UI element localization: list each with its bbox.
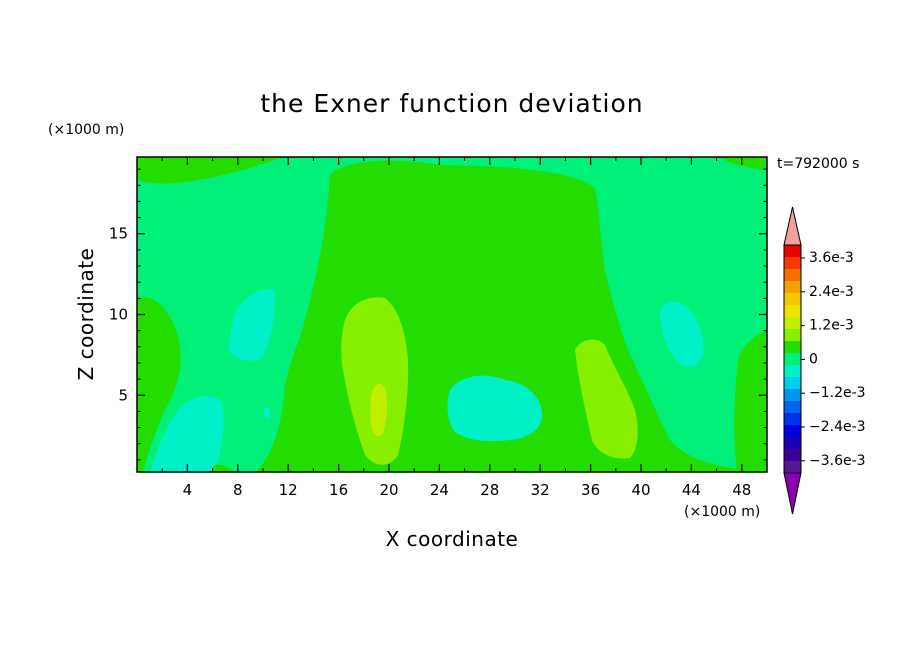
colorbar-label: 0	[809, 351, 818, 367]
x-unit-label: (×1000 m)	[684, 504, 760, 520]
colorbar-under-triangle	[783, 472, 802, 515]
y-axis-label: Z coordinate	[74, 248, 98, 381]
field-mid-positive-19	[341, 297, 409, 465]
colorbar-label: 3.6e-3	[809, 250, 854, 266]
y-tick-label: 15	[109, 225, 128, 243]
x-tick-label: 20	[379, 481, 398, 499]
colorbar-level	[784, 461, 801, 473]
colorbar-level	[784, 413, 801, 425]
y-tick-label: 5	[118, 386, 128, 404]
field-upper-left-negative	[228, 289, 276, 361]
x-tick-label: 36	[581, 481, 600, 499]
field-negative-44	[660, 301, 704, 367]
field-left-pocket-negative	[150, 396, 224, 472]
y-tick-label: 10	[109, 306, 128, 324]
colorbar-level	[784, 449, 801, 461]
plot-area	[137, 157, 767, 472]
x-tick-label: 28	[480, 481, 499, 499]
colorbar-level	[784, 305, 801, 317]
chart-title: the Exner function deviation	[260, 89, 643, 118]
colorbar: 3.6e-3 2.4e-3 1.2e-3 0 −1.2e-3 −2.4e-3 −3.6e-3	[783, 206, 866, 515]
colorbar-level	[784, 437, 801, 449]
colorbar-label: −1.2e-3	[809, 385, 866, 401]
x-axis-label: X coordinate	[386, 527, 519, 551]
field-small-negative	[263, 407, 270, 419]
x-tick-label: 12	[279, 481, 298, 499]
colorbar-level	[784, 365, 801, 377]
y-unit-label: (×1000 m)	[48, 122, 124, 138]
colorbar-level	[784, 389, 801, 401]
field-mid-positive-36	[575, 339, 638, 459]
x-tick-label: 32	[531, 481, 550, 499]
x-tick-label: 48	[732, 481, 751, 499]
x-tick-label: 4	[183, 481, 193, 499]
x-tick-label: 16	[329, 481, 348, 499]
x-tick-label: 44	[682, 481, 701, 499]
colorbar-level	[784, 377, 801, 389]
x-tick-label: 24	[430, 481, 449, 499]
colorbar-label: 1.2e-3	[809, 318, 854, 334]
colorbar-level	[784, 293, 801, 305]
y-ticks: 5 10 15	[109, 168, 767, 461]
x-tick-label: 8	[233, 481, 243, 499]
colorbar-level	[784, 341, 801, 353]
colorbar-level	[784, 425, 801, 437]
field-left-edge-positive	[137, 297, 181, 472]
colorbar-label: −3.6e-3	[809, 453, 866, 469]
colorbar-label: 2.4e-3	[809, 284, 854, 300]
field-top-left-positive	[137, 157, 285, 184]
colorbar-over-triangle	[783, 206, 802, 246]
time-label: t=792000 s	[777, 156, 859, 172]
field-top-right-positive	[720, 157, 767, 170]
colorbar-level	[784, 329, 801, 341]
colorbar-label: −2.4e-3	[809, 419, 866, 435]
colorbar-level	[784, 245, 801, 257]
colorbar-level	[784, 269, 801, 281]
field-central-negative-28	[447, 375, 543, 442]
x-ticks: 4 8 12 16 20 24 28 32 36 40 44 48	[161, 157, 768, 499]
x-tick-label: 40	[631, 481, 650, 499]
field-right-edge-positive	[734, 330, 767, 472]
colorbar-level	[784, 317, 801, 329]
colorbar-level	[784, 281, 801, 293]
field-strong-positive-19	[370, 383, 387, 437]
colorbar-level	[784, 353, 801, 365]
colorbar-level	[784, 257, 801, 269]
colorbar-level	[784, 401, 801, 413]
